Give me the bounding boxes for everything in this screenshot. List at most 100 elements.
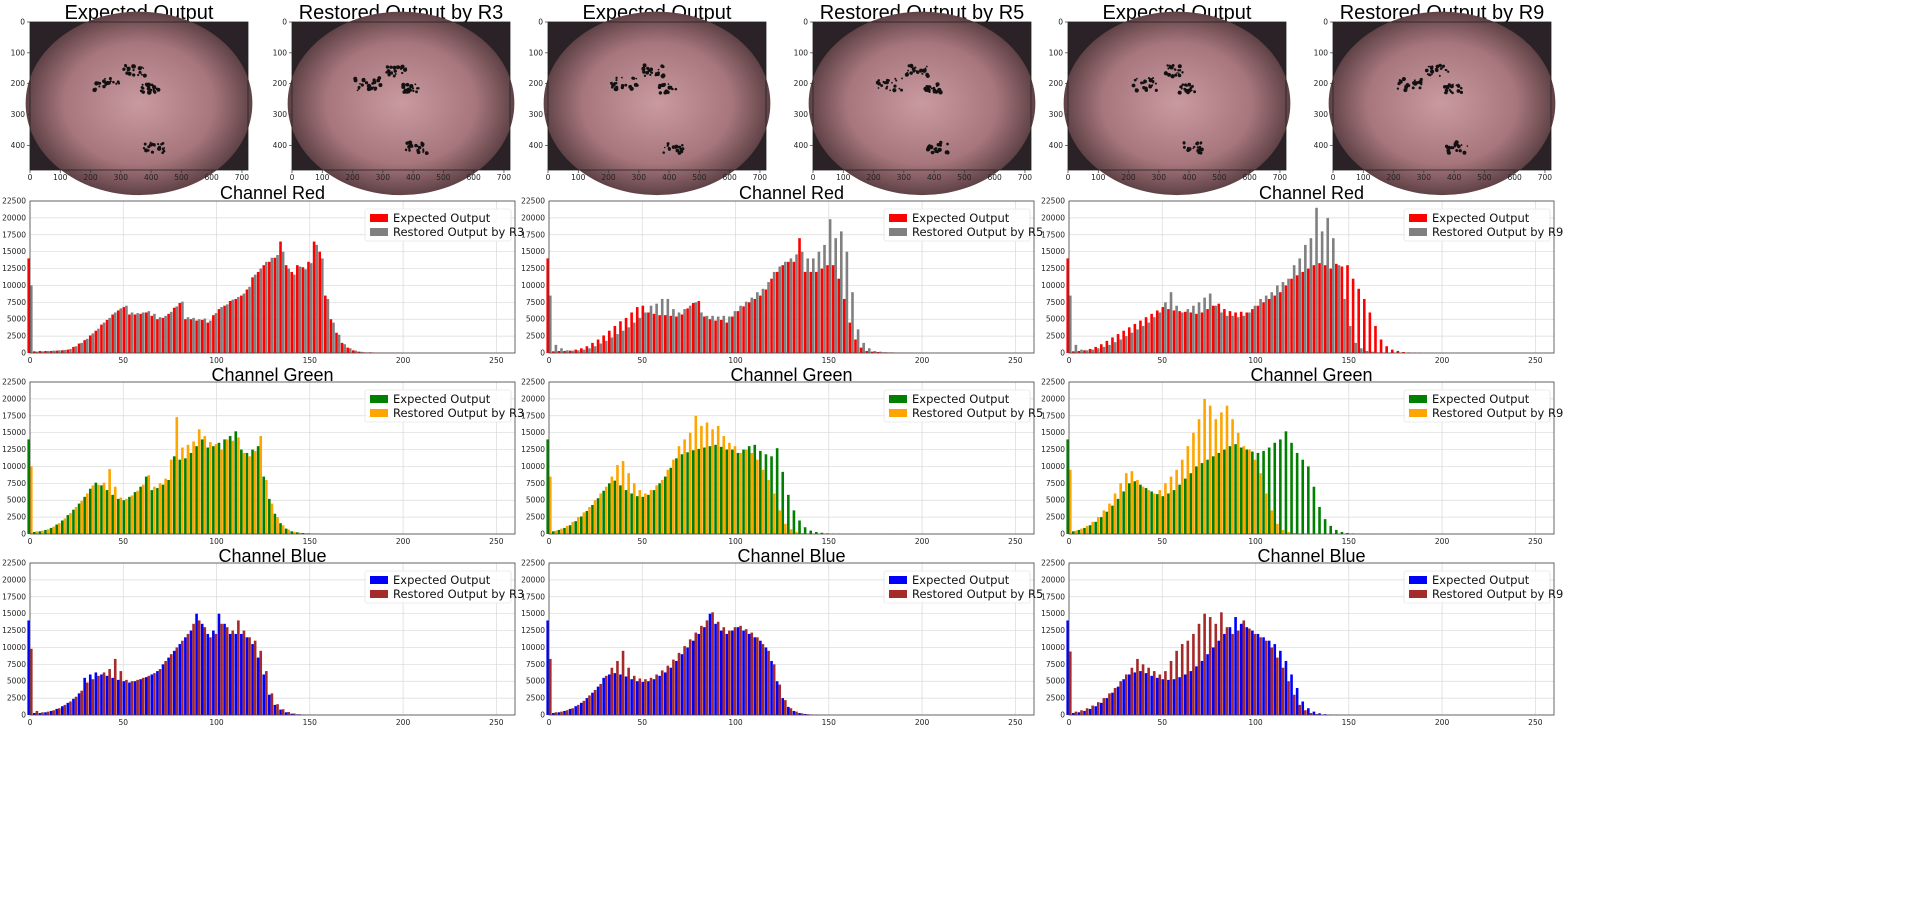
- histogram-bar: [745, 450, 748, 534]
- histogram-bar: [1220, 412, 1223, 534]
- histogram-bar: [1103, 510, 1106, 534]
- x-tick-label: 150: [303, 718, 318, 727]
- legend-label: Restored Output by R5: [912, 225, 1043, 239]
- histogram-bar: [1304, 710, 1307, 715]
- histogram-bar: [614, 673, 617, 715]
- y-tick-label: 12500: [2, 626, 26, 635]
- histogram-bar: [58, 350, 61, 353]
- speckle-mark: [1188, 147, 1192, 151]
- histogram-bar: [739, 453, 742, 534]
- histogram-bar: [1131, 333, 1134, 353]
- histogram-bar: [136, 491, 139, 534]
- histogram-bar: [672, 309, 675, 353]
- histogram-bar: [1203, 399, 1206, 534]
- histogram-bar: [201, 624, 204, 715]
- histogram-bar: [103, 483, 106, 534]
- histogram-bar: [1293, 695, 1296, 715]
- histogram-bar: [672, 660, 675, 715]
- histogram-bar: [784, 700, 787, 715]
- histogram-bar: [240, 634, 243, 715]
- speckle-mark: [929, 91, 931, 93]
- speckle-mark: [1455, 149, 1458, 152]
- histogram-bar: [237, 297, 240, 353]
- image-y-tick-label: 100: [1049, 48, 1064, 57]
- histogram-bar: [72, 699, 75, 715]
- speckle-mark: [408, 149, 411, 152]
- speckle-mark: [1418, 80, 1422, 84]
- x-tick-label: 250: [1008, 356, 1023, 365]
- histogram-bar: [1108, 345, 1111, 353]
- histogram-bar: [1231, 419, 1234, 534]
- histogram-bar: [692, 303, 695, 353]
- histogram-bar: [274, 258, 277, 353]
- speckle-mark: [632, 77, 635, 80]
- y-tick-label: 20000: [521, 394, 545, 403]
- histogram-bar: [134, 681, 137, 715]
- histogram-bar: [1329, 269, 1332, 353]
- speckle-mark: [1454, 142, 1458, 146]
- histogram-bar: [1128, 483, 1131, 534]
- image-y-tick-label: 400: [1049, 141, 1064, 150]
- speckle-mark: [147, 90, 151, 94]
- speckle-mark: [668, 83, 670, 85]
- histogram-bar: [801, 252, 804, 353]
- legend-label: Expected Output: [393, 392, 491, 406]
- histogram-bar: [80, 691, 83, 715]
- y-tick-label: 12500: [521, 445, 545, 454]
- histogram-bar: [793, 262, 796, 353]
- legend-swatch: [370, 590, 388, 598]
- histogram-bar: [156, 319, 159, 353]
- histogram-bar: [1296, 453, 1299, 534]
- image-x-tick-label: 600: [723, 173, 738, 182]
- x-tick-label: 200: [915, 537, 930, 546]
- speckle-mark: [1445, 89, 1448, 92]
- legend-label: Restored Output by R5: [912, 406, 1043, 420]
- histogram-bar: [776, 272, 779, 353]
- histogram-bar: [1134, 481, 1137, 534]
- speckle-mark: [163, 150, 166, 153]
- speckle-mark: [642, 71, 644, 73]
- image-x-tick-label: 0: [1331, 173, 1336, 182]
- y-tick-label: 2500: [1046, 332, 1065, 341]
- histogram-bar: [599, 684, 602, 715]
- histogram-bar: [148, 676, 151, 715]
- histogram-bar: [1167, 493, 1170, 534]
- speckle-mark: [358, 86, 361, 89]
- y-tick-label: 12500: [1041, 626, 1065, 635]
- histogram-bar: [750, 453, 753, 534]
- y-tick-label: 5000: [526, 315, 545, 324]
- speckle-mark: [680, 150, 684, 154]
- histogram-bar: [633, 323, 636, 353]
- histogram-bar: [781, 698, 784, 715]
- histogram-bar: [1209, 406, 1212, 534]
- histogram-bar: [1315, 208, 1318, 353]
- histogram-bar: [1276, 658, 1279, 715]
- speckle-mark: [616, 88, 619, 91]
- histogram-bar: [675, 317, 678, 353]
- speckle-mark: [147, 146, 149, 148]
- y-tick-label: 17500: [1041, 411, 1065, 420]
- speckle-mark: [374, 87, 378, 91]
- histogram-bar: [1173, 490, 1176, 534]
- speckle-mark: [1412, 86, 1415, 89]
- histogram-bar: [706, 620, 709, 715]
- histogram-bar: [1229, 311, 1232, 353]
- histogram-bar: [1237, 433, 1240, 534]
- image-x-tick-label: 100: [53, 173, 68, 182]
- histogram-bar: [591, 343, 594, 353]
- histogram-bar: [120, 498, 123, 534]
- histogram-bar: [1290, 674, 1293, 715]
- histogram-bar: [653, 679, 656, 715]
- histogram-bar: [714, 624, 717, 715]
- speckle-mark: [939, 148, 942, 151]
- image-x-tick-label: 600: [205, 173, 220, 182]
- histogram-bar: [1203, 614, 1206, 715]
- histogram-bar: [675, 661, 678, 715]
- y-tick-label: 7500: [526, 660, 545, 669]
- x-tick-label: 0: [28, 537, 33, 546]
- histogram-bar: [184, 637, 187, 715]
- image-y-tick-label: 100: [529, 48, 544, 57]
- histogram-bar: [125, 306, 128, 353]
- histogram-bar: [131, 312, 134, 353]
